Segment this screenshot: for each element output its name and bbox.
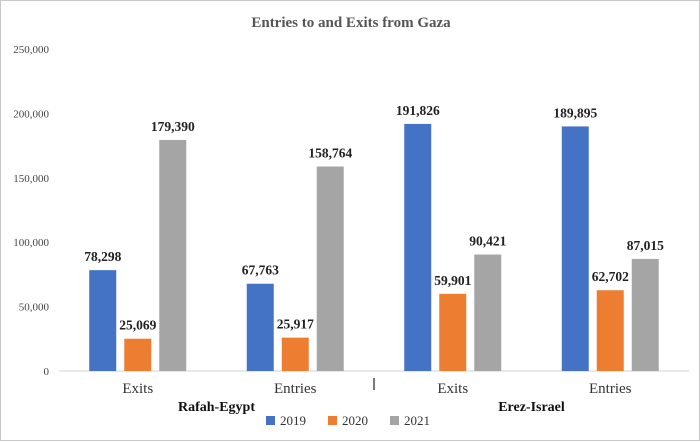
bar-2020 xyxy=(439,293,467,371)
data-label: 87,015 xyxy=(627,238,664,253)
legend: 2019 2020 2021 xyxy=(266,413,430,428)
legend-label: 2019 xyxy=(280,413,306,428)
data-label: 158,764 xyxy=(308,146,352,161)
data-label: 78,298 xyxy=(84,249,121,264)
y-tick-label: 150,000 xyxy=(13,173,49,185)
bar-2019 xyxy=(89,270,117,371)
data-label: 191,826 xyxy=(396,103,440,118)
legend-swatch xyxy=(390,416,399,425)
data-label: 25,069 xyxy=(119,318,156,333)
data-label: 25,917 xyxy=(277,317,314,332)
data-label: 179,390 xyxy=(151,119,195,134)
data-label: 90,421 xyxy=(469,234,506,249)
x-group-label: Erez-Israel xyxy=(498,400,565,415)
bar-2021 xyxy=(316,166,344,371)
bar-2021 xyxy=(159,139,187,371)
legend-label: 2020 xyxy=(342,413,368,428)
y-tick-label: 250,000 xyxy=(13,44,49,56)
x-category-label: Entries xyxy=(589,381,632,397)
y-tick-label: 100,000 xyxy=(13,237,49,249)
legend-swatch xyxy=(266,416,275,425)
x-category-label: Exits xyxy=(437,381,468,397)
y-tick-label: 200,000 xyxy=(13,108,49,120)
x-category-label: Entries xyxy=(274,381,317,397)
x-category-label: Exits xyxy=(122,381,153,397)
bar-2020 xyxy=(281,337,309,371)
data-label: 59,901 xyxy=(434,273,471,288)
bar-2019 xyxy=(246,283,274,371)
bar-2021 xyxy=(631,258,659,371)
y-tick-label: 50,000 xyxy=(19,302,50,314)
legend-swatch xyxy=(328,416,337,425)
data-label: 62,702 xyxy=(592,269,629,284)
bar-2020 xyxy=(596,290,624,371)
data-label: 189,895 xyxy=(553,105,597,120)
x-axis: Exits Entries Exits Entries Rafah-Egypt Erez-… xyxy=(122,378,632,415)
bar-2019 xyxy=(404,123,432,372)
legend-label: 2021 xyxy=(404,413,430,428)
x-group-label: Rafah-Egypt xyxy=(178,400,255,415)
chart-title: Entries to and Exits from Gaza xyxy=(251,15,451,31)
bar-2020 xyxy=(124,338,152,371)
bar-2019 xyxy=(561,126,589,371)
bar-2021 xyxy=(474,254,502,371)
bars: 78,298 25,069 179,390 67,763 25,917 158,764 19… xyxy=(84,103,664,372)
data-label: 67,763 xyxy=(242,263,279,278)
y-tick-label: 0 xyxy=(44,366,50,378)
